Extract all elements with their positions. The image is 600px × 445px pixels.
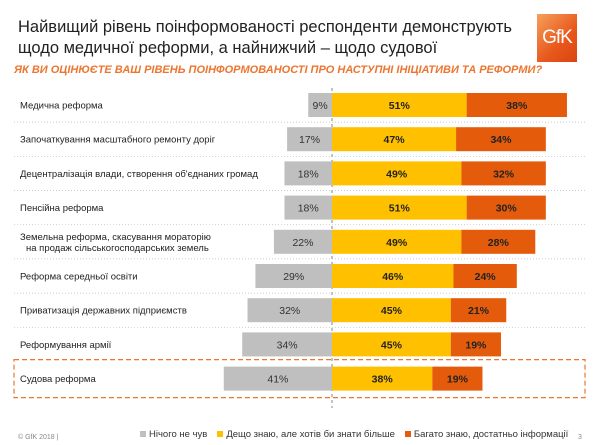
- data-label: 32%: [493, 168, 515, 180]
- data-label: 47%: [384, 134, 406, 146]
- data-label: 29%: [283, 271, 304, 283]
- legend-label: Багато знаю, достатньо інформації: [413, 429, 569, 440]
- data-label: 17%: [299, 134, 320, 146]
- bar-segment: [332, 298, 451, 323]
- data-label: 49%: [386, 168, 408, 180]
- bar-row: Пенсійна реформа 18% 51% 30%: [20, 195, 546, 220]
- bar-segment: [432, 366, 483, 391]
- legend-swatch: [404, 431, 411, 437]
- data-label: 9%: [313, 100, 328, 112]
- category-label: Децентралізація влади, створення об'єдна…: [20, 169, 258, 180]
- bar-segment: [332, 264, 454, 288]
- data-label: 49%: [386, 237, 408, 249]
- data-label: 38%: [372, 374, 394, 386]
- category-label: Реформування армії: [20, 340, 112, 351]
- data-label: 30%: [496, 203, 518, 215]
- data-label: 18%: [298, 168, 319, 180]
- bar-segment: [461, 229, 536, 254]
- bar-segment: [308, 93, 332, 117]
- bar-segment: [247, 298, 332, 323]
- data-label: 18%: [298, 203, 319, 215]
- gfk-logo: GfK: [537, 14, 577, 62]
- legend-swatch: [217, 431, 224, 437]
- bar-segment: [332, 195, 467, 220]
- bar-segment: [242, 332, 332, 357]
- bar-segment: [450, 298, 507, 323]
- data-label: 24%: [475, 271, 497, 283]
- bar-segment: [332, 229, 462, 254]
- legend: Нічого не чув Дещо знаю, але хотів би зна…: [140, 429, 568, 440]
- data-label: 45%: [381, 339, 403, 351]
- category-label: Пенсійна реформа: [20, 203, 104, 214]
- bar-row: Реформа середньої освіти 29% 46% 24%: [20, 264, 517, 288]
- data-label: 32%: [279, 305, 300, 317]
- bar-row: Судова реформа 41% 38% 19%: [20, 366, 483, 391]
- data-label: 51%: [389, 100, 411, 112]
- bar-segment: [466, 93, 567, 117]
- data-label: 41%: [267, 374, 288, 386]
- bar-row: Земельна реформа, скасування мораторію на…: [20, 229, 536, 254]
- bar-segment: [453, 264, 517, 288]
- copyright: © GfK 2018 |: [18, 434, 59, 441]
- bar-segment: [223, 366, 332, 391]
- bar-segment: [284, 161, 332, 186]
- data-label: 38%: [506, 100, 528, 112]
- category-label: Реформа середньої освіти: [20, 272, 138, 283]
- legend-label: Нічого не чув: [149, 429, 208, 440]
- bar-segment: [332, 366, 433, 391]
- bar-row: Започаткування масштабного ремонту доріг…: [20, 127, 546, 152]
- page-title: Найвищий рівень поінформованості респонд…: [18, 18, 512, 57]
- data-label: 34%: [490, 134, 512, 146]
- legend-label: Дещо знаю, але хотів би знати більше: [226, 429, 395, 440]
- data-label: 21%: [468, 305, 490, 317]
- bar-segment: [273, 229, 332, 254]
- bar-row: Реформування армії 34% 45% 19%: [20, 332, 501, 357]
- bar-segment: [332, 161, 462, 186]
- legend-item: Нічого не чув: [140, 429, 207, 440]
- legend-item: Багато знаю, достатньо інформації: [404, 429, 569, 440]
- bar-segment: [332, 332, 451, 357]
- bar-row: Приватизація державних підприємств 32% 45%…: [20, 298, 507, 323]
- category-label: Судова реформа: [20, 374, 96, 385]
- bar-segment: [332, 127, 457, 152]
- data-label: 34%: [277, 339, 298, 351]
- data-label: 51%: [389, 203, 411, 215]
- legend-swatch: [140, 431, 146, 437]
- data-label: 19%: [465, 339, 487, 351]
- bar-row: Децентралізація влади, створення об'єдна…: [20, 161, 546, 186]
- data-label: 45%: [381, 305, 403, 317]
- category-label: Започаткування масштабного ремонту доріг: [20, 135, 216, 146]
- category-label: Приватизація державних підприємств: [20, 306, 187, 317]
- category-label: Земельна реформа, скасування мораторію на…: [20, 232, 211, 254]
- legend-item: Дещо знаю, але хотів би знати більше: [217, 429, 395, 440]
- bar-segment: [284, 195, 332, 220]
- bar-segment: [255, 264, 332, 288]
- data-label: 19%: [447, 374, 469, 386]
- category-label: Медична реформа: [20, 101, 104, 112]
- bar-segment: [456, 127, 546, 152]
- survey-question: ЯК ВИ ОЦІНЮЄТЕ ВАШ РІВЕНЬ ПОІНФОРМОВАНОС…: [14, 64, 543, 76]
- data-label: 28%: [488, 237, 510, 249]
- page-number: 3: [578, 434, 582, 441]
- bar-segment: [461, 161, 546, 186]
- bar-segment: [450, 332, 501, 357]
- bar-segment: [332, 93, 467, 117]
- bar-row: Медична реформа 9% 51% 38%: [20, 93, 567, 117]
- bar-segment: [466, 195, 546, 220]
- data-label: 46%: [382, 271, 404, 283]
- data-label: 22%: [292, 237, 313, 249]
- bar-segment: [287, 127, 332, 152]
